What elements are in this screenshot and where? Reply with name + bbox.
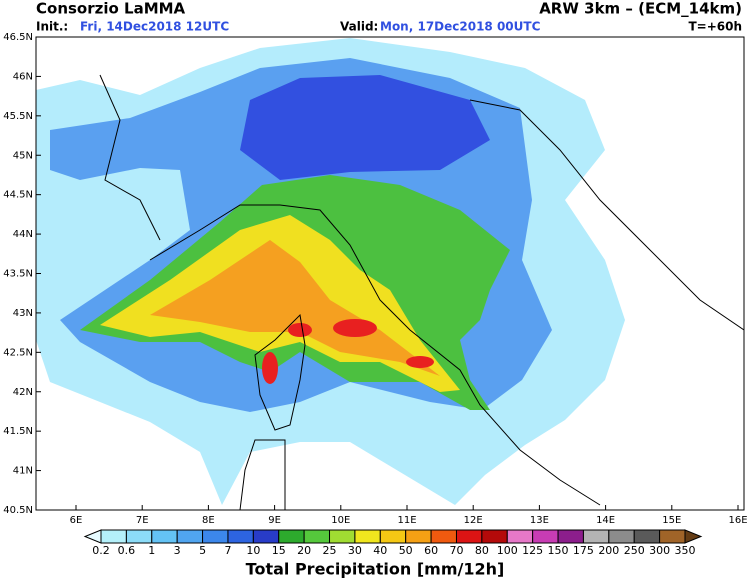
precip-red [333, 319, 377, 337]
lon-label: 16E [728, 515, 747, 526]
colorbar-label: 80 [475, 544, 489, 557]
colorbar-box [278, 529, 305, 544]
site-title: Consorzio LaMMA [36, 0, 186, 18]
colorbar-label: 100 [497, 544, 518, 557]
colorbar-box [303, 529, 331, 544]
lat-label: 41N [13, 466, 33, 477]
colorbar-label: 7 [224, 544, 231, 557]
lat-label: 42N [13, 387, 33, 398]
lat-label: 45.5N [3, 111, 33, 122]
model-title: ARW 3km – (ECM_14km) [539, 0, 742, 18]
lead-time: T=+60h [688, 20, 742, 34]
init-label: Init.: [36, 20, 68, 34]
lon-label: 11E [397, 515, 416, 526]
colorbar-label: 60 [424, 544, 438, 557]
colorbar-box [100, 529, 127, 544]
colorbar-label: 1 [148, 544, 155, 557]
lon-label: 9E [268, 515, 281, 526]
colorbar-label: 250 [624, 544, 645, 557]
precip-orange [150, 240, 440, 376]
island [254, 313, 306, 431]
colorbar-label: 175 [573, 544, 594, 557]
colorbar-label: 70 [449, 544, 463, 557]
lat-label: 41.5N [3, 426, 33, 437]
lat-label: 42.5N [3, 347, 33, 358]
colorbar-label: 25 [323, 544, 337, 557]
lon-label: 15E [662, 515, 681, 526]
coastline [469, 99, 744, 331]
colorbar-label: 15 [272, 544, 286, 557]
lat-label: 46.5N [3, 32, 33, 43]
colorbar-arrow [83, 529, 102, 544]
precip-red [262, 352, 278, 384]
map [35, 36, 745, 511]
colorbar-label: 5 [199, 544, 206, 557]
colorbar-box [532, 529, 559, 544]
lon-label: 13E [530, 515, 549, 526]
lat-label: 44.5N [3, 190, 33, 201]
lat-label: 45N [13, 150, 33, 161]
lat-label: 44N [13, 229, 33, 240]
colorbar-label: 40 [373, 544, 387, 557]
border [99, 74, 161, 241]
valid-label: Valid: [340, 20, 378, 34]
lon-label: 6E [70, 515, 83, 526]
colorbar-arrow [684, 529, 703, 544]
colorbar-label: 200 [598, 544, 619, 557]
lon-label: 7E [136, 515, 149, 526]
island [239, 439, 286, 510]
colorbar-label: 0.2 [92, 544, 110, 557]
lon-label: 14E [596, 515, 615, 526]
lat-label: 40.5N [3, 505, 33, 516]
precip-deepblue [240, 75, 490, 180]
colorbar-label: 350 [675, 544, 696, 557]
colorbar-box [329, 529, 356, 544]
colorbar-title: Total Precipitation [mm/12h] [246, 560, 505, 579]
colorbar-box [557, 529, 584, 544]
lat-label: 43N [13, 308, 33, 319]
colorbar-box [430, 529, 457, 544]
colorbar-box [455, 529, 483, 544]
lon-label: 12E [464, 515, 483, 526]
colorbar-box [582, 529, 610, 544]
colorbar-box [176, 529, 204, 544]
colorbar-label: 150 [548, 544, 569, 557]
colorbar-box [227, 529, 254, 544]
colorbar-box [354, 529, 381, 544]
colorbar-label: 0.6 [118, 544, 136, 557]
colorbar-box [506, 529, 534, 544]
colorbar-label: 300 [649, 544, 670, 557]
lat-label: 43.5N [3, 269, 33, 280]
colorbar-label: 30 [348, 544, 362, 557]
colorbar-label: 10 [246, 544, 260, 557]
lon-label: 10E [331, 515, 350, 526]
init-value: Fri, 14Dec2018 12UTC [80, 20, 229, 34]
precip-red [406, 356, 434, 368]
valid-value: Mon, 17Dec2018 00UTC [380, 20, 541, 34]
colorbar-box [633, 529, 661, 544]
colorbar-label: 125 [522, 544, 543, 557]
lat-label: 46N [13, 71, 33, 82]
lon-label: 8E [202, 515, 215, 526]
colorbar-box [151, 529, 178, 544]
colorbar-box [379, 529, 407, 544]
precip-red [288, 323, 312, 337]
colorbar-box [481, 529, 508, 544]
colorbar-label: 50 [399, 544, 413, 557]
colorbar-box [608, 529, 635, 544]
colorbar-box [252, 529, 280, 544]
colorbar-label: 3 [174, 544, 181, 557]
colorbar-box [202, 529, 229, 544]
colorbar-label: 20 [297, 544, 311, 557]
colorbar-box [125, 529, 153, 544]
coastline [149, 204, 601, 506]
colorbar-box [405, 529, 432, 544]
colorbar-box [659, 529, 686, 544]
